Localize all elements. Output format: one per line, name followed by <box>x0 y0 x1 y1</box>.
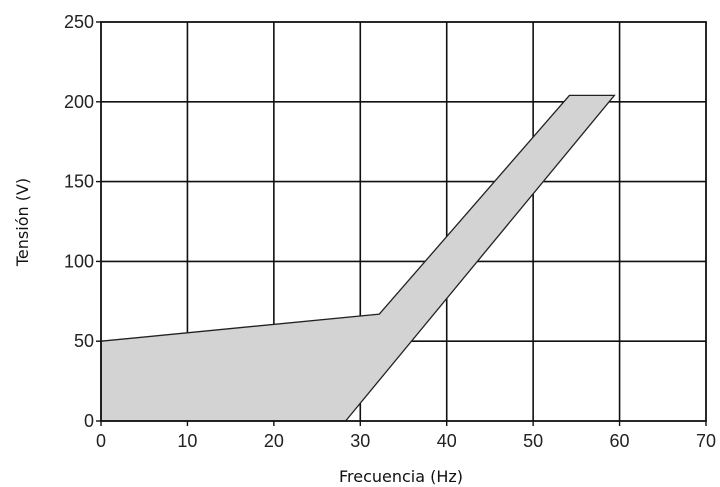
x-tick-label-20: 20 <box>264 431 284 451</box>
x-tick-label-10: 10 <box>177 431 197 451</box>
x-tick-label-70: 70 <box>696 431 716 451</box>
y-tick-label-50: 50 <box>74 331 94 351</box>
y-axis-title: Tensión (V) <box>13 178 32 267</box>
y-tick-label-150: 150 <box>64 172 94 192</box>
x-tick-label-50: 50 <box>523 431 543 451</box>
x-tick-label-60: 60 <box>610 431 630 451</box>
x-tick-label-0: 0 <box>96 431 106 451</box>
y-tick-label-0: 0 <box>84 411 94 431</box>
plot-area <box>100 94 616 422</box>
y-tick-labels: 0 50 100 150 200 250 <box>64 12 94 431</box>
operating-region <box>100 94 616 422</box>
y-tick-label-200: 200 <box>64 92 94 112</box>
y-tick-label-250: 250 <box>64 12 94 32</box>
x-axis-title: Frecuencia (Hz) <box>339 467 463 486</box>
axes <box>96 21 707 426</box>
x-tick-labels: 0 10 20 30 40 50 60 70 <box>96 431 716 451</box>
x-tick-label-40: 40 <box>437 431 457 451</box>
x-tick-label-30: 30 <box>350 431 370 451</box>
plot-frame <box>100 21 707 422</box>
y-tick-label-100: 100 <box>64 251 94 271</box>
